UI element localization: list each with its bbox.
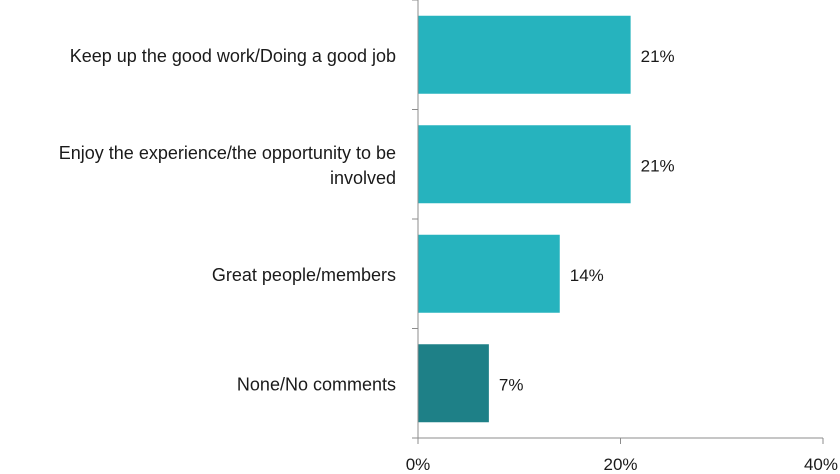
x-tick-label: 20% [603, 455, 637, 474]
bar [418, 15, 631, 94]
x-tick-label: 0% [406, 455, 431, 474]
category-label: Enjoy the experience/the opportunity to … [59, 143, 396, 188]
labels-layer: 21% Keep up the good work/Doing a good jo… [59, 46, 838, 474]
x-tick-label: 40% [804, 455, 838, 474]
bars-layer [418, 15, 631, 423]
category-label: Great people/members [212, 265, 396, 285]
bar [418, 125, 631, 204]
value-label: 7% [499, 375, 524, 394]
value-label: 21% [641, 47, 675, 66]
bar [418, 344, 489, 423]
category-label: None/No comments [237, 374, 396, 394]
bar [418, 234, 560, 313]
category-label: Keep up the good work/Doing a good job [70, 46, 396, 66]
value-label: 14% [570, 266, 604, 285]
value-label: 21% [641, 156, 675, 175]
axis-layer [412, 0, 824, 444]
